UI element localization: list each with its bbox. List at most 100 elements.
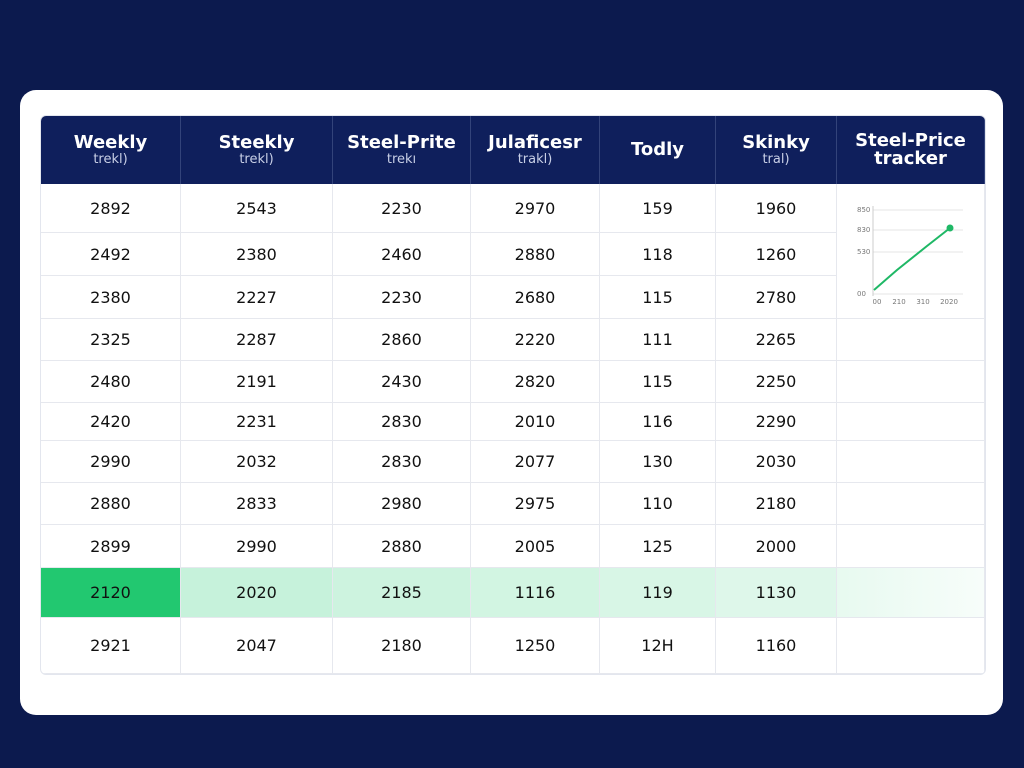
table-cell: 119 [600, 568, 716, 618]
table-cell: 1260 [716, 233, 837, 276]
cell-text: 2543 [236, 198, 277, 218]
table-cell: 2860 [333, 319, 471, 361]
table-cell: 2230 [333, 276, 471, 319]
header-subtitle: tracker [874, 148, 947, 169]
cell-text: 2325 [90, 330, 131, 349]
cell-text: 2430 [381, 372, 422, 391]
cell-text: 2990 [236, 536, 277, 556]
table-cell: 2047 [181, 618, 333, 674]
header-cell: Steel-Prite trekı [333, 116, 471, 184]
table-cell: 2380 [181, 233, 333, 276]
table-cell: 2921 [41, 618, 181, 674]
cell-text: 2265 [755, 330, 797, 349]
table-cell: 2000 [716, 525, 837, 568]
table-cell: 2830 [333, 441, 471, 483]
table-cell: 2880 [471, 233, 600, 276]
cell-text: 2120 [90, 583, 131, 602]
table-cell: 118 [600, 233, 716, 276]
header-title: Steekly [218, 131, 295, 153]
table-cell: 2833 [181, 483, 333, 525]
cell-text: 2975 [514, 494, 556, 513]
cell-text: 110 [642, 494, 673, 513]
table-cell: 12H [600, 618, 716, 674]
cell-text: 2460 [381, 244, 422, 264]
cell-text: 2899 [90, 536, 131, 556]
table-cell: 2032 [181, 441, 333, 483]
cell-text: 130 [642, 452, 673, 471]
cell-text: 2290 [755, 412, 797, 431]
header-title: Julaficesr [488, 131, 582, 153]
table-cell: 2880 [41, 483, 181, 525]
header-title: Skinky [742, 131, 810, 153]
table-cell: 2420 [41, 403, 181, 441]
empty-cell [837, 618, 985, 674]
table-cell: 2231 [181, 403, 333, 441]
cell-text: 2250 [755, 372, 797, 391]
table-cell: 2191 [181, 361, 333, 403]
cell-text: 2833 [236, 494, 277, 513]
cell-text: 2230 [381, 198, 422, 218]
x-label: 310 [916, 298, 929, 306]
cell-text: 1260 [755, 244, 797, 264]
y-label: 00 [857, 290, 866, 298]
table-cell: 2265 [716, 319, 837, 361]
cell-text: 119 [642, 583, 673, 602]
cell-text: 2191 [236, 372, 277, 391]
x-label: 00 [872, 298, 881, 306]
table-cell: 2005 [471, 525, 600, 568]
y-label: 830 [857, 226, 870, 234]
table-cell: 159 [600, 184, 716, 233]
header-cell: Steel-Price tracker [837, 116, 985, 184]
cell-text: 2480 [90, 372, 131, 391]
cell-text: 2880 [90, 494, 131, 513]
table-cell: 2980 [333, 483, 471, 525]
cell-text: 2880 [514, 244, 556, 264]
table-cell: 2899 [41, 525, 181, 568]
header-subtitle: tral) [762, 151, 790, 167]
table-cell: 1130 [716, 568, 837, 618]
cell-text: 2380 [90, 287, 131, 307]
mini-chart: 850 830 530 00 00 210 310 2020 [857, 206, 963, 306]
cell-text: 118 [642, 244, 673, 264]
cell-text: 2830 [381, 452, 422, 471]
cell-text: 2970 [514, 198, 556, 218]
table-cell: 125 [600, 525, 716, 568]
table-cell: 2830 [333, 403, 471, 441]
table-cell: 111 [600, 319, 716, 361]
cell-text: 2880 [381, 536, 422, 556]
table-cell: 2220 [471, 319, 600, 361]
empty-cell [837, 483, 985, 525]
cell-text: 2047 [236, 636, 277, 655]
table-cell: 2077 [471, 441, 600, 483]
table-cell: 2460 [333, 233, 471, 276]
cell-text: 2000 [755, 536, 797, 556]
table-cell: 2880 [333, 525, 471, 568]
cell-text: 1960 [755, 198, 797, 218]
header-title: Steel-Prite [347, 131, 456, 153]
empty-cell [837, 361, 985, 403]
cell-text: 1116 [514, 583, 556, 602]
header-title: Weekly [73, 131, 148, 153]
cell-text: 1250 [514, 636, 556, 655]
table-cell: 110 [600, 483, 716, 525]
cell-text: 115 [642, 287, 673, 307]
cell-text: 2227 [236, 287, 277, 307]
header-subtitle: trakl) [517, 151, 553, 167]
cell-text: 2780 [755, 287, 797, 307]
table-cell: 1960 [716, 184, 837, 233]
cell-text: 111 [642, 330, 673, 349]
table-cell: 1116 [471, 568, 600, 618]
cell-text: 116 [642, 412, 673, 431]
table-cell: 2492 [41, 233, 181, 276]
cell-text: 2180 [381, 636, 422, 655]
cell-text: 2020 [236, 583, 277, 602]
table-cell: 2290 [716, 403, 837, 441]
cell-text: 2420 [90, 412, 131, 431]
cell-text: 2492 [90, 244, 131, 264]
cell-text: 2077 [514, 452, 556, 471]
table-cell: 2180 [333, 618, 471, 674]
table-cell: 2010 [471, 403, 600, 441]
table-cell: 2975 [471, 483, 600, 525]
table-cell: 115 [600, 276, 716, 319]
